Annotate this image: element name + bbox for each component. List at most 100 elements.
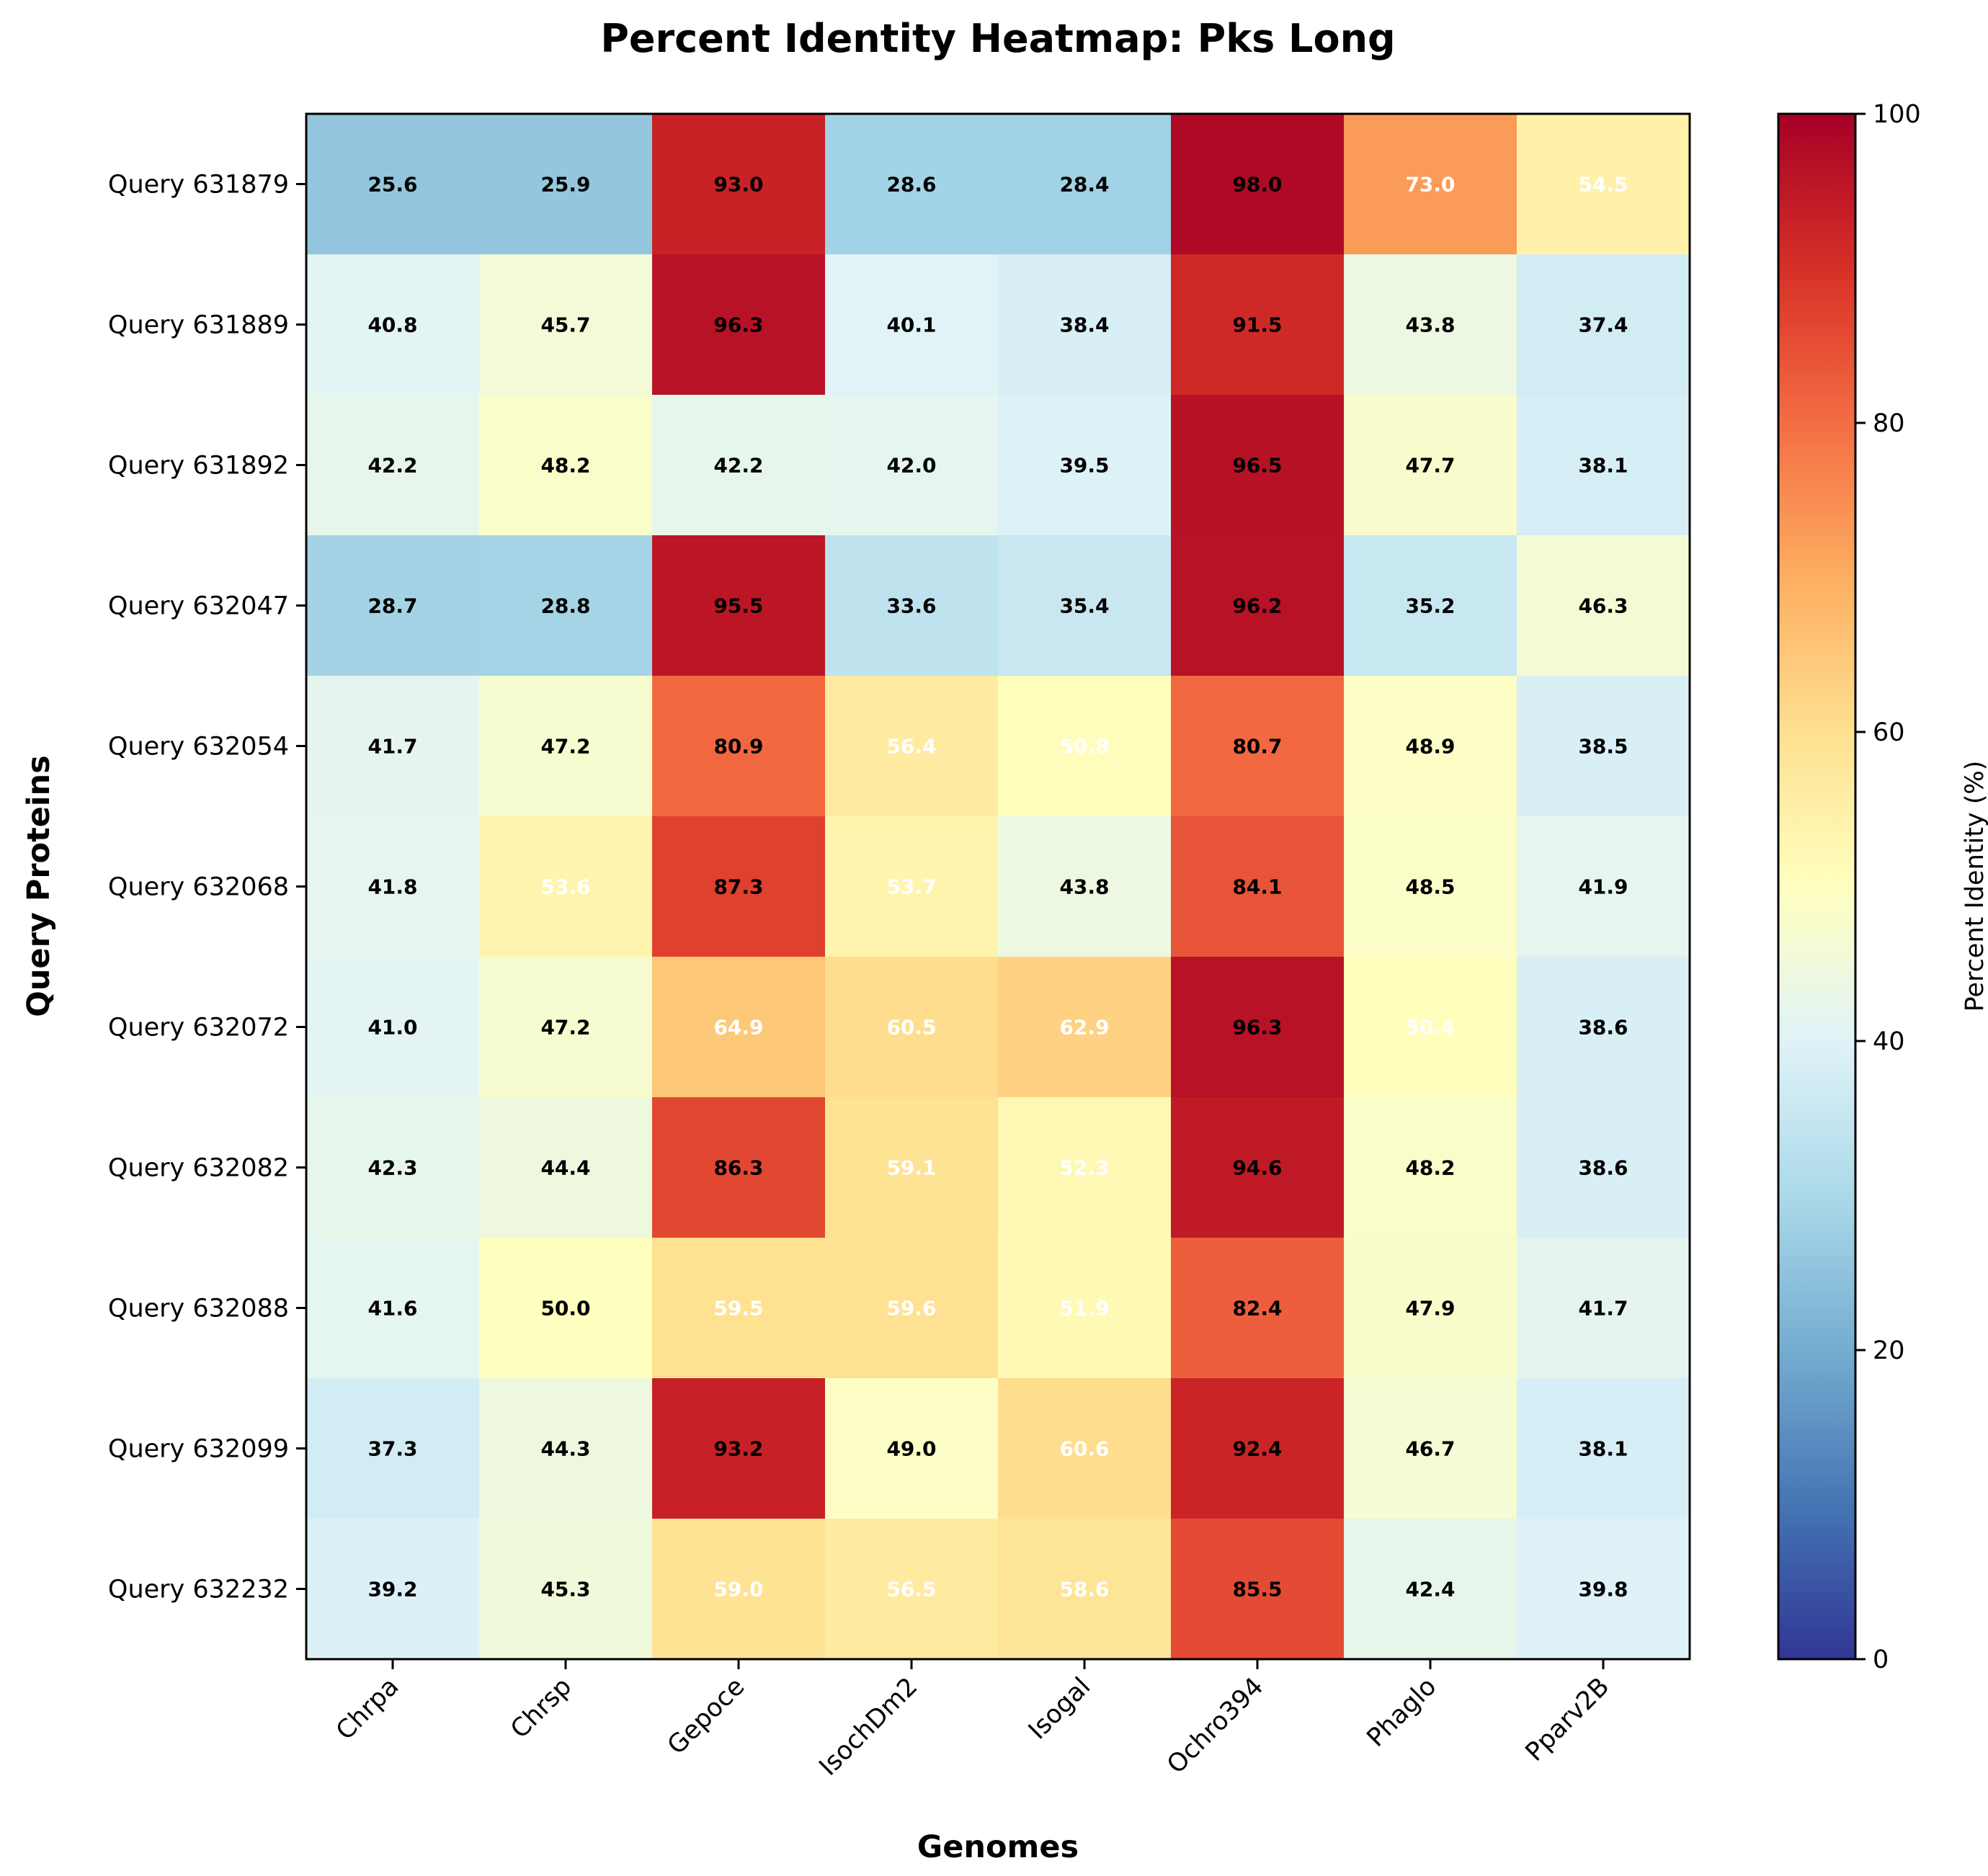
heatmap-cell xyxy=(1344,1519,1517,1660)
cell-value-label: 42.3 xyxy=(367,1156,417,1180)
cell-value-label: 37.3 xyxy=(367,1437,417,1461)
cell-value-label: 96.3 xyxy=(1232,1016,1282,1040)
cell-value-label: 93.2 xyxy=(713,1437,763,1461)
cell-value-label: 54.5 xyxy=(1578,173,1628,197)
heatmap-cell xyxy=(998,676,1172,817)
heatmap-cell xyxy=(306,254,480,396)
cell-value-label: 53.7 xyxy=(886,875,936,899)
x-axis-label: Genomes xyxy=(917,1829,1079,1865)
cell-value-label: 38.5 xyxy=(1578,735,1628,759)
cell-value-label: 64.9 xyxy=(713,1016,763,1040)
cell-value-label: 35.2 xyxy=(1405,594,1455,618)
cell-value-label: 52.3 xyxy=(1059,1156,1109,1180)
cell-value-label: 38.6 xyxy=(1578,1156,1628,1180)
cell-value-label: 45.3 xyxy=(540,1578,590,1602)
cell-value-label: 59.1 xyxy=(886,1156,936,1180)
colorbar-label: Percent Identity (%) xyxy=(1961,761,1988,1012)
cell-value-label: 44.3 xyxy=(540,1437,590,1461)
heatmap-cell xyxy=(1171,676,1345,817)
heatmap-cell xyxy=(652,1519,826,1660)
cell-value-label: 93.0 xyxy=(713,173,763,197)
cell-value-label: 80.7 xyxy=(1232,735,1282,759)
heatmap-cell xyxy=(825,816,999,957)
cell-value-label: 96.2 xyxy=(1232,594,1282,618)
heatmap-cell xyxy=(1344,957,1517,1098)
cell-value-label: 38.1 xyxy=(1578,454,1628,478)
cell-value-label: 53.6 xyxy=(540,875,590,899)
cell-value-label: 47.2 xyxy=(540,1016,590,1040)
heatmap-cell xyxy=(998,1519,1172,1660)
colorbar-ticks: 0 20 40 60 80 100 xyxy=(1855,100,1921,1674)
heatmap-cell xyxy=(652,114,826,255)
cell-value-label: 41.6 xyxy=(367,1297,417,1321)
heatmap-cell xyxy=(1171,1519,1345,1660)
heatmap-cell xyxy=(1171,1238,1345,1379)
heatmap-cell xyxy=(1344,676,1517,817)
colorbar-tick-label: 40 xyxy=(1873,1027,1905,1056)
cell-value-label: 48.2 xyxy=(540,454,590,478)
y-tick-label: Query 632232 xyxy=(108,1576,289,1604)
cell-value-label: 82.4 xyxy=(1232,1297,1282,1321)
heatmap-cell xyxy=(998,535,1172,676)
heatmap-cell xyxy=(1517,254,1690,396)
heatmap-cell xyxy=(652,816,826,957)
heatmap-cell xyxy=(1344,395,1517,536)
heatmap-cell xyxy=(1517,1238,1690,1379)
cell-value-label: 51.9 xyxy=(1059,1297,1109,1321)
cell-value-label: 38.4 xyxy=(1059,313,1109,337)
cell-value-label: 47.9 xyxy=(1405,1297,1455,1321)
cell-value-label: 59.6 xyxy=(886,1297,936,1321)
heatmap-cell xyxy=(1171,254,1345,396)
cell-value-label: 25.9 xyxy=(540,173,590,197)
cell-value-label: 59.0 xyxy=(713,1578,763,1602)
colorbar-tick-label: 0 xyxy=(1873,1645,1889,1674)
cell-value-label: 80.9 xyxy=(713,735,763,759)
heatmap-cell xyxy=(306,816,480,957)
cell-value-label: 96.5 xyxy=(1232,454,1282,478)
heatmap-cell xyxy=(479,1097,653,1238)
heatmap-cell xyxy=(1344,254,1517,396)
y-tick-label: Query 632054 xyxy=(108,733,289,761)
cell-value-label: 49.0 xyxy=(886,1437,936,1461)
cell-value-label: 40.8 xyxy=(367,313,417,337)
heatmap-cell xyxy=(652,676,826,817)
cell-value-label: 39.5 xyxy=(1059,454,1109,478)
heatmap-cell xyxy=(306,1097,480,1238)
heatmap-cell xyxy=(1517,676,1690,817)
y-tick-label: Query 632068 xyxy=(108,873,289,902)
heatmap-cell xyxy=(998,114,1172,255)
cell-value-label: 60.5 xyxy=(886,1016,936,1040)
heatmap-cell xyxy=(652,957,826,1098)
y-axis: Query 631879 Query 631889 Query 631892 Quer… xyxy=(108,171,306,1604)
cell-value-label: 59.5 xyxy=(713,1297,763,1321)
cell-value-label: 41.8 xyxy=(367,875,417,899)
heatmap-cell xyxy=(825,395,999,536)
cell-value-label: 60.6 xyxy=(1059,1437,1109,1461)
cell-value-label: 56.4 xyxy=(886,735,936,759)
cell-value-label: 25.6 xyxy=(367,173,417,197)
cell-value-label: 42.2 xyxy=(367,454,417,478)
heatmap-cell xyxy=(1171,957,1345,1098)
heatmap-cell xyxy=(1517,1519,1690,1660)
cell-value-label: 39.2 xyxy=(367,1578,417,1602)
heatmap-cell xyxy=(998,816,1172,957)
heatmap-cell xyxy=(825,1519,999,1660)
cell-value-label: 42.2 xyxy=(713,454,763,478)
cell-value-label: 48.9 xyxy=(1405,735,1455,759)
heatmap-cell xyxy=(1344,1378,1517,1519)
y-axis-label: Query Proteins xyxy=(21,755,57,1017)
cell-value-label: 87.3 xyxy=(713,875,763,899)
heatmap-cell xyxy=(825,676,999,817)
cell-value-label: 39.8 xyxy=(1578,1578,1628,1602)
heatmap-cell xyxy=(479,1519,653,1660)
cell-value-label: 84.1 xyxy=(1232,875,1282,899)
heatmap-cell xyxy=(479,254,653,396)
heatmap-cell xyxy=(1517,395,1690,536)
heatmap-cell xyxy=(652,254,826,396)
cell-value-label: 85.5 xyxy=(1232,1578,1282,1602)
cell-value-label: 28.4 xyxy=(1059,173,1109,197)
cell-value-label: 38.1 xyxy=(1578,1437,1628,1461)
cell-value-label: 50.0 xyxy=(540,1297,590,1321)
colorbar-tick-label: 100 xyxy=(1873,100,1921,129)
